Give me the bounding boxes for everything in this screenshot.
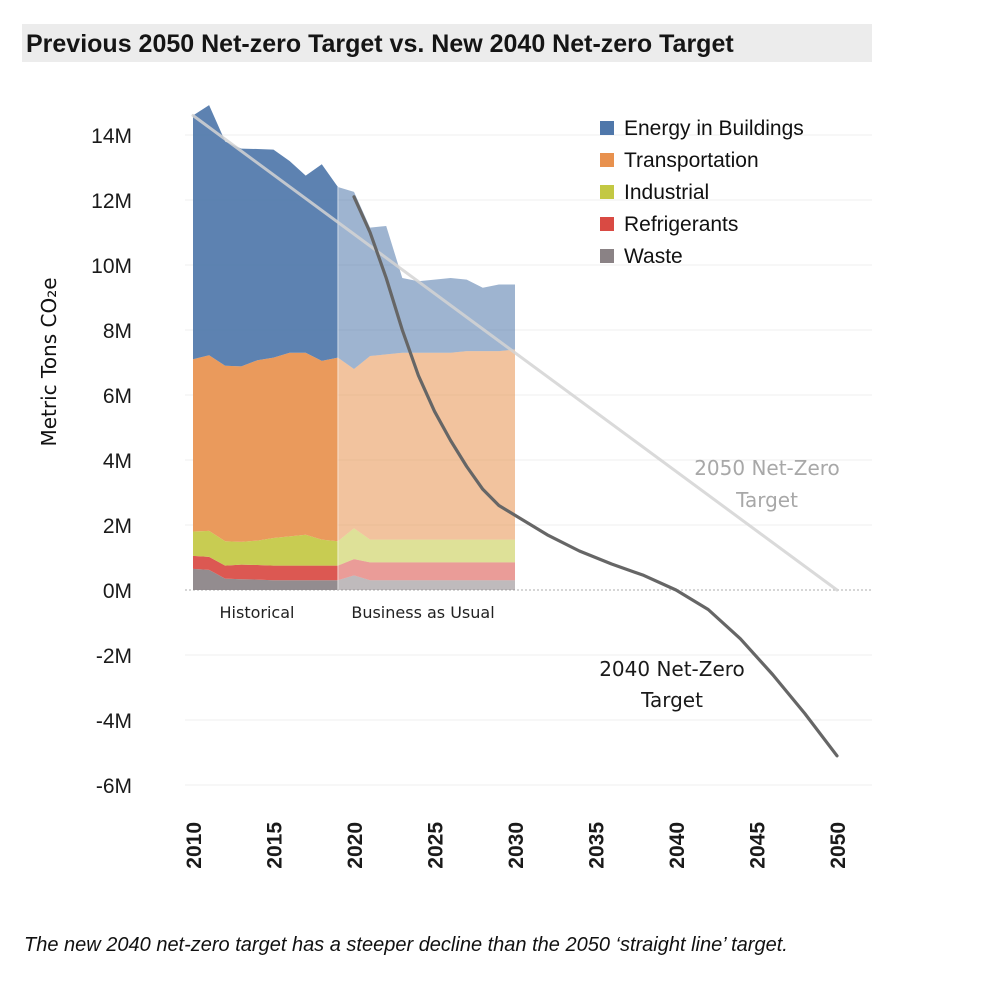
y-axis-label: Metric Tons CO₂e: [37, 277, 61, 446]
area-bau-waste: [337, 575, 515, 590]
y-tick-label: 14M: [91, 125, 132, 148]
x-tick-label: 2015: [264, 822, 287, 869]
target-label-2050: 2050 Net-Zero: [694, 456, 840, 480]
y-tick-label: 8M: [103, 320, 132, 343]
x-tick-label: 2030: [505, 822, 528, 869]
legend-label: Waste: [624, 245, 683, 268]
target-label-2040: Target: [640, 688, 703, 712]
legend-swatch: [600, 121, 614, 135]
legend-swatch: [600, 185, 614, 199]
legend-swatch: [600, 249, 614, 263]
y-tick-label: 12M: [91, 190, 132, 213]
area-historical-energy-in-buildings: [193, 105, 338, 367]
target-label-2050: Target: [735, 488, 798, 512]
legend-label: Energy in Buildings: [624, 117, 804, 140]
y-tick-label: 6M: [103, 385, 132, 408]
y-tick-label: 4M: [103, 450, 132, 473]
area-historical-refrigerants: [193, 555, 338, 581]
figure-caption: The new 2040 net-zero target has a steep…: [24, 934, 788, 956]
y-tick-label: 2M: [103, 515, 132, 538]
y-tick-label: 0M: [103, 580, 132, 603]
y-tick-label: -6M: [96, 775, 132, 798]
x-tick-label: 2035: [586, 822, 609, 869]
y-tick-label: -2M: [96, 645, 132, 668]
x-tick-label: 2020: [344, 822, 367, 869]
x-tick-label: 2010: [183, 822, 206, 869]
area-bau-industrial: [337, 528, 515, 566]
period-label-bau: Business as Usual: [351, 603, 494, 622]
x-tick-label: 2045: [747, 822, 770, 869]
legend-label: Industrial: [624, 181, 709, 204]
area-historical-industrial: [193, 530, 338, 566]
title-bar: Previous 2050 Net-zero Target vs. New 20…: [22, 24, 872, 62]
period-label-historical: Historical: [220, 603, 295, 622]
area-historical-waste: [193, 568, 338, 590]
x-tick-label: 2050: [827, 822, 850, 869]
y-tick-label: -4M: [96, 710, 132, 733]
legend-swatch: [600, 217, 614, 231]
emissions-chart: 14M 12M 10M 8M 6M 4M 2M 0M -2M -4M -6M Metric Tons …: [37, 80, 885, 895]
x-tick-label: 2025: [425, 822, 448, 869]
target-line-2050: [191, 114, 839, 592]
target-label-2040: 2040 Net-Zero: [599, 657, 745, 681]
target-line-2040: [352, 195, 839, 758]
x-tick-label: 2040: [666, 822, 689, 869]
page-title: Previous 2050 Net-zero Target vs. New 20…: [26, 30, 734, 58]
area-bau-transportation: [337, 349, 515, 542]
legend-swatch: [600, 153, 614, 167]
area-historical-transportation: [193, 352, 338, 542]
area-bau-energy-in-buildings: [337, 187, 515, 369]
y-tick-label: 10M: [91, 255, 132, 278]
legend-label: Transportation: [624, 149, 759, 172]
legend-label: Refrigerants: [624, 213, 738, 236]
area-bau-refrigerants: [337, 559, 515, 581]
